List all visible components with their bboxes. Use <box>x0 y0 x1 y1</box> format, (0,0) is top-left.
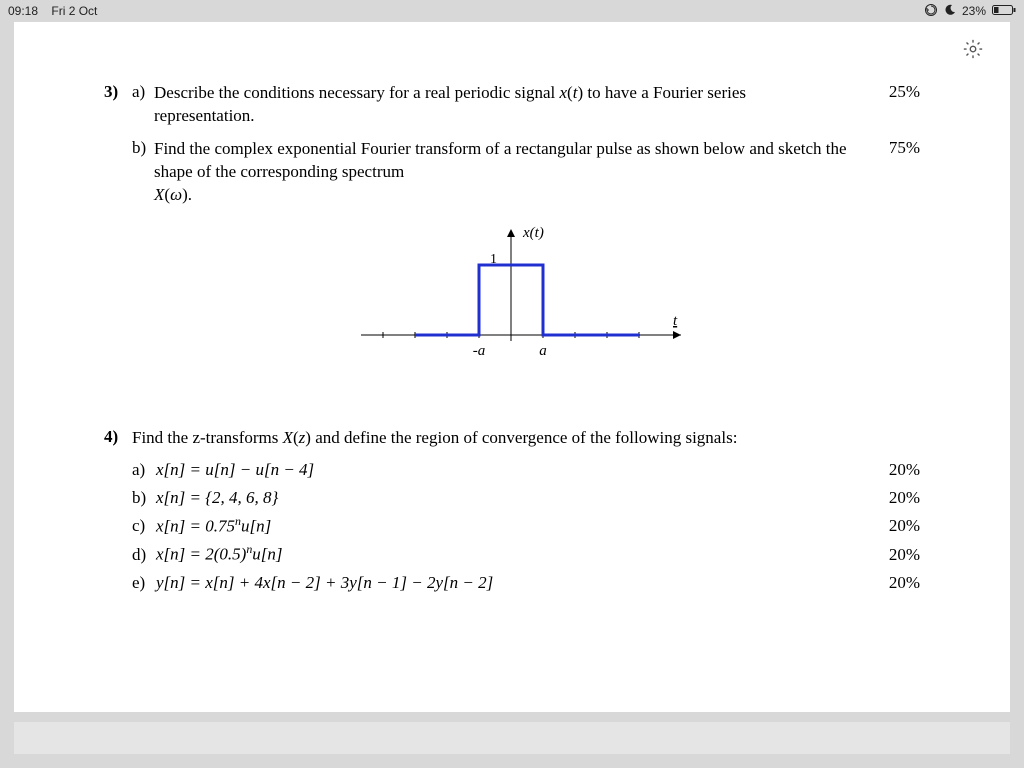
q4e-expr: y[n] = x[n] + 4x[n − 2] + 3y[n − 1] − 2y… <box>156 569 870 597</box>
q3-part-b: b) Find the complex exponential Fourier … <box>132 138 920 207</box>
q3a-var: x <box>560 83 568 102</box>
rect-pulse-plot: 1x(t)t-aa <box>341 217 711 377</box>
q3-figure: 1x(t)t-aa <box>132 217 920 377</box>
q4-intro-var: X <box>283 428 293 447</box>
q4d-expr: x[n] = 2(0.5)nu[n] <box>156 540 870 569</box>
rotation-lock-icon <box>924 3 938 20</box>
q4a-label: a) <box>132 456 156 484</box>
q4-intro-pre: Find the z-transforms <box>132 428 283 447</box>
q4d: d) x[n] = 2(0.5)nu[n] 20% <box>132 540 920 569</box>
q3a-text: Describe the conditions necessary for a … <box>154 82 870 128</box>
q3b-line1: Find the complex exponential Fourier tra… <box>154 139 847 181</box>
battery-pct: 23% <box>962 4 986 18</box>
q3b-var: X <box>154 185 164 204</box>
q3a-arg: t <box>573 83 578 102</box>
status-right: 23% <box>924 3 1016 20</box>
q3-part-a: a) Describe the conditions necessary for… <box>132 82 920 128</box>
q4-intro-arg: z <box>299 428 306 447</box>
q3a-label: a) <box>132 82 154 102</box>
question-4: 4) Find the z-transforms X(z) and define… <box>104 427 920 597</box>
q4b-pct: 20% <box>870 484 920 512</box>
svg-text:a: a <box>539 343 547 359</box>
q4c: c) x[n] = 0.75nu[n] 20% <box>132 512 920 541</box>
q4-number: 4) <box>104 427 132 447</box>
svg-text:t: t <box>673 313 678 329</box>
bottom-toolbar <box>14 722 1010 754</box>
q4a-expr: x[n] = u[n] − u[n − 4] <box>156 456 870 484</box>
q4d-pct: 20% <box>870 541 920 569</box>
status-time: 09:18 <box>8 4 38 18</box>
q4c-expr: x[n] = 0.75nu[n] <box>156 512 870 541</box>
q3a-pre: Describe the conditions necessary for a … <box>154 83 560 102</box>
svg-text:-a: -a <box>473 343 486 359</box>
q4e-pct: 20% <box>870 569 920 597</box>
status-date: Fri 2 Oct <box>51 4 97 18</box>
q4b-label: b) <box>132 484 156 512</box>
svg-text:x(t): x(t) <box>522 225 544 241</box>
document-page: 3) a) Describe the conditions necessary … <box>14 22 1010 712</box>
q4c-pct: 20% <box>870 512 920 540</box>
q4a: a) x[n] = u[n] − u[n − 4] 20% <box>132 456 920 484</box>
q4b: b) x[n] = {2, 4, 6, 8} 20% <box>132 484 920 512</box>
q3-number: 3) <box>104 82 132 102</box>
moon-icon <box>944 4 956 19</box>
q4-intro-post: and define the region of convergence of … <box>311 428 737 447</box>
status-bar: 09:18 Fri 2 Oct 23% <box>0 0 1024 22</box>
q3a-pct: 25% <box>870 82 920 102</box>
q3b-text: Find the complex exponential Fourier tra… <box>154 138 870 207</box>
q4a-pct: 20% <box>870 456 920 484</box>
q4-intro: Find the z-transforms X(z) and define th… <box>132 427 920 450</box>
q4b-expr: x[n] = {2, 4, 6, 8} <box>156 484 870 512</box>
q4d-label: d) <box>132 541 156 569</box>
q3b-arg: ω <box>170 185 182 204</box>
q4c-label: c) <box>132 512 156 540</box>
page-wrapper: 3) a) Describe the conditions necessary … <box>0 22 1024 768</box>
status-left: 09:18 Fri 2 Oct <box>8 4 97 18</box>
q4-sublist: a) x[n] = u[n] − u[n − 4] 20% b) x[n] = … <box>132 456 920 598</box>
q3b-pct: 75% <box>870 138 920 158</box>
gear-icon[interactable] <box>962 38 984 65</box>
battery-icon <box>992 4 1016 19</box>
q3b-label: b) <box>132 138 154 158</box>
q4e-label: e) <box>132 569 156 597</box>
q4e: e) y[n] = x[n] + 4x[n − 2] + 3y[n − 1] −… <box>132 569 920 597</box>
question-3: 3) a) Describe the conditions necessary … <box>104 82 920 399</box>
